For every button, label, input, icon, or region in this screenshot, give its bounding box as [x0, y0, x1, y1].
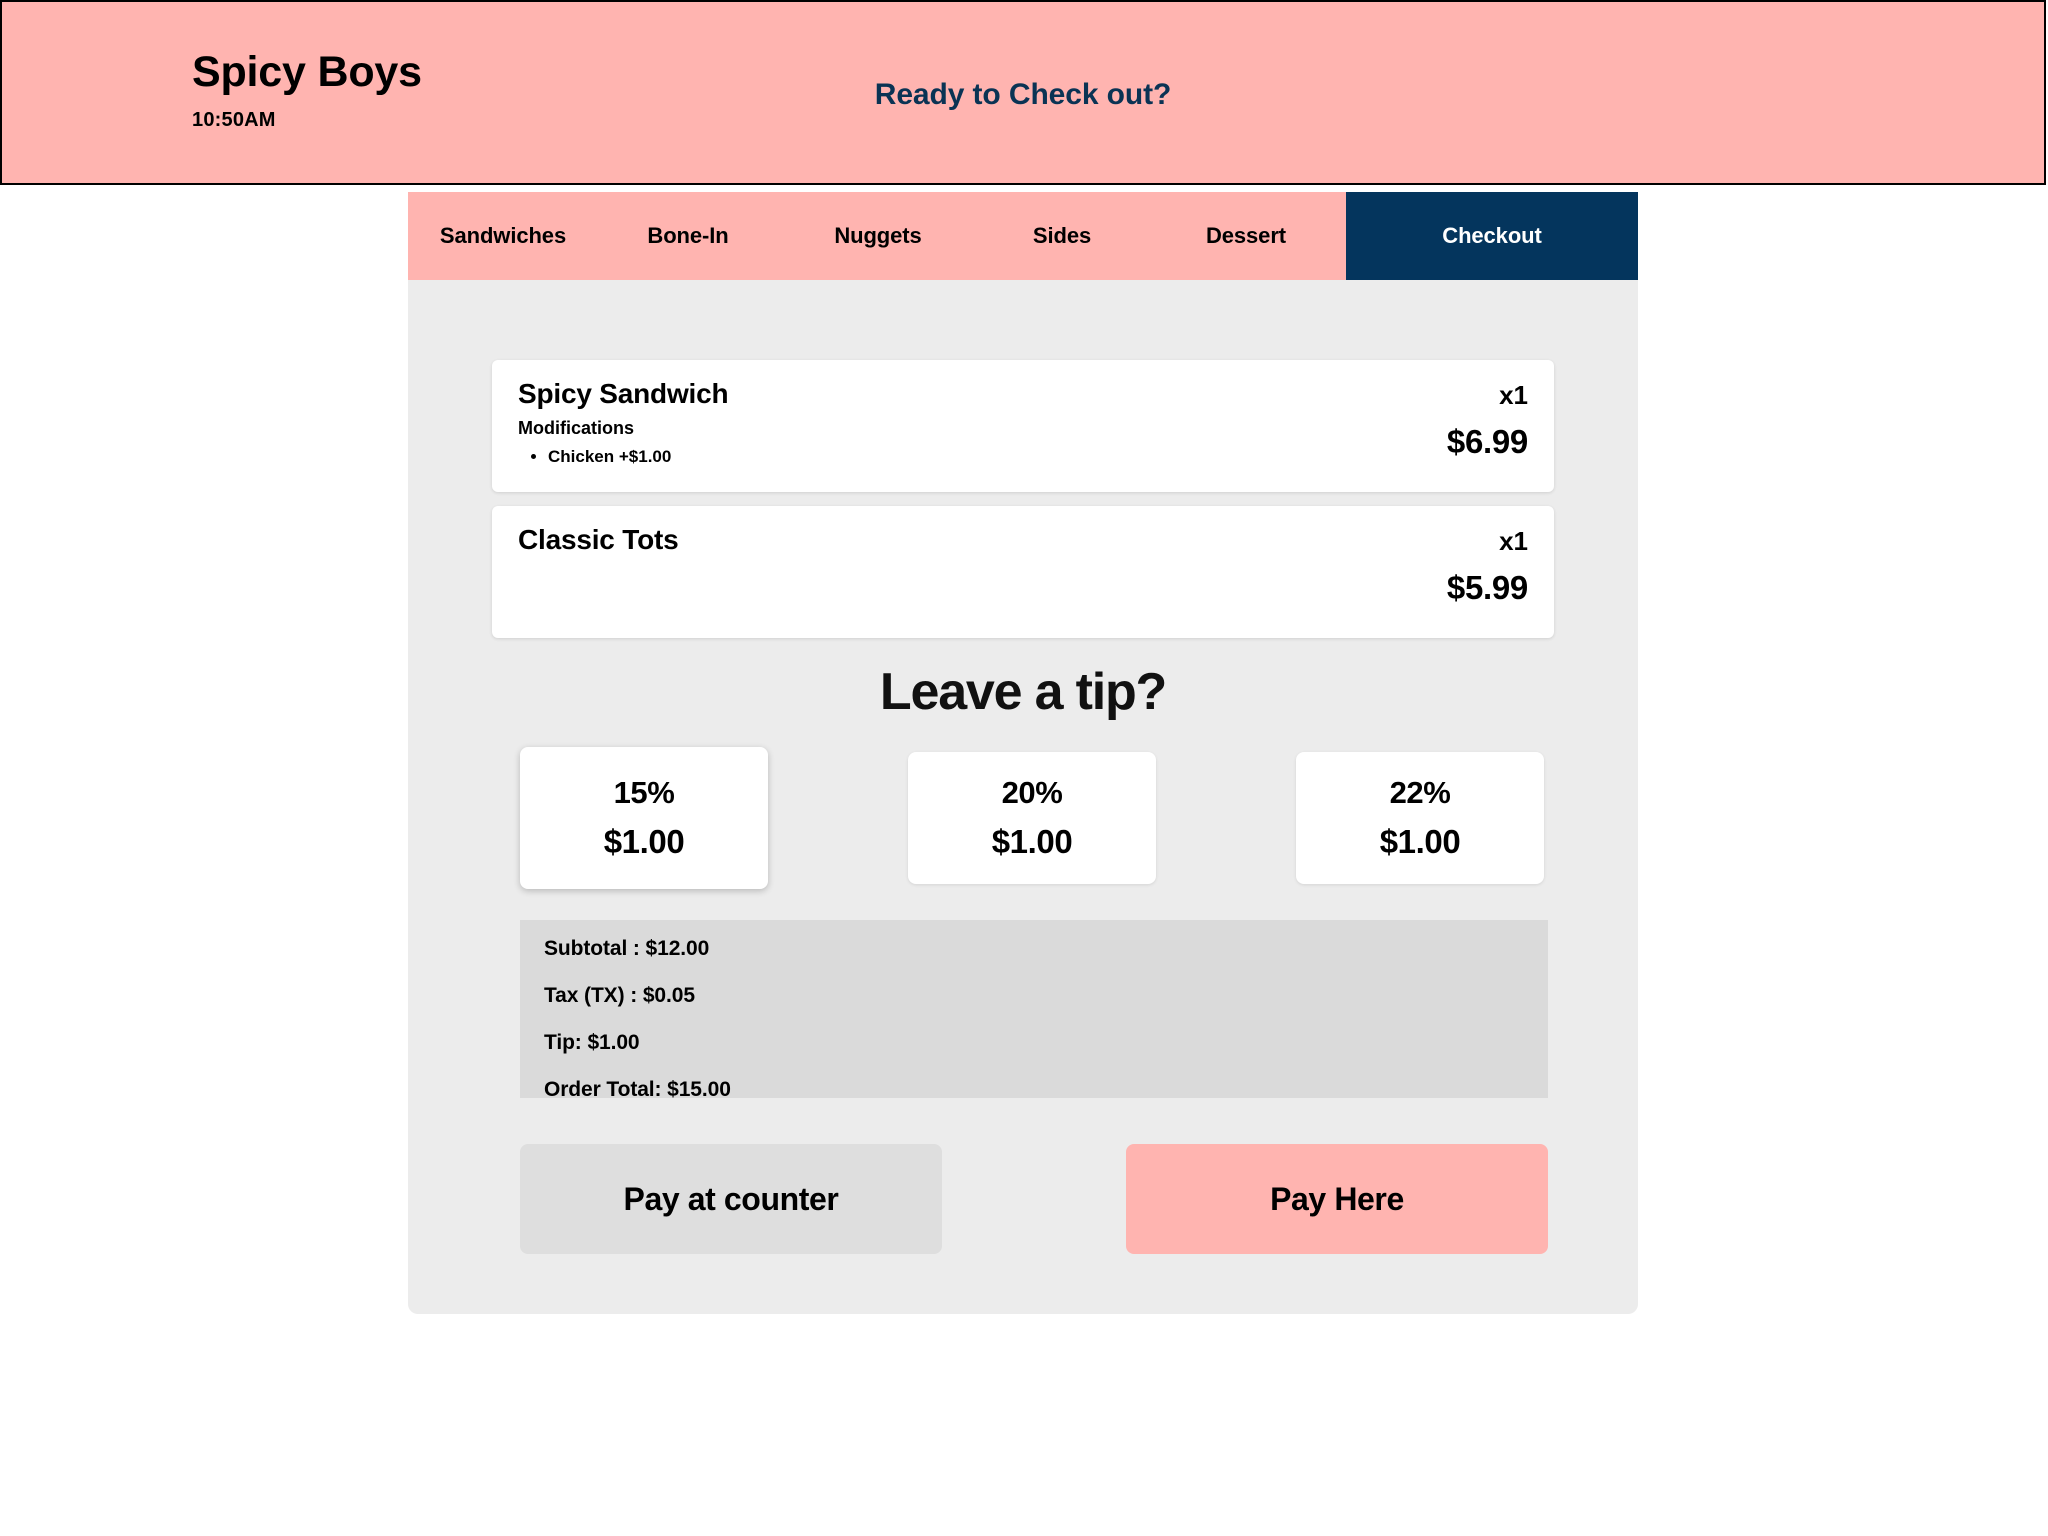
tab-sandwiches[interactable]: Sandwiches [408, 192, 598, 280]
header-prompt: Ready to Check out? [874, 78, 1172, 111]
order-item-mods-list: Chicken +$1.00 [518, 445, 1528, 469]
order-item-mod: Chicken +$1.00 [548, 445, 1528, 469]
pay-here-button[interactable]: Pay Here [1126, 1144, 1548, 1254]
tab-dessert[interactable]: Dessert [1146, 192, 1346, 280]
tab-checkout[interactable]: Checkout [1346, 192, 1638, 280]
order-item-quantity: x1 [1499, 380, 1528, 410]
order-item-price: $5.99 [1446, 569, 1528, 606]
tip-option-20[interactable]: 20% $1.00 [908, 752, 1156, 884]
tip-option-percent: 20% [1001, 775, 1063, 810]
brand-name: Spicy Boys [192, 48, 422, 96]
tip-heading: Leave a tip? [879, 663, 1167, 721]
kiosk-header-bar: Spicy Boys 10:50AM Ready to Check out? [0, 0, 2046, 185]
order-item-quantity: x1 [1499, 526, 1528, 556]
tip-option-amount: $1.00 [991, 823, 1073, 860]
summary-subtotal: Subtotal : $12.00 [544, 937, 710, 960]
kiosk-panel: Sandwiches Bone-In Nuggets Sides Dessert… [408, 192, 1638, 1314]
pay-at-counter-button[interactable]: Pay at counter [520, 1144, 942, 1254]
summary-tip: Tip: $1.00 [544, 1031, 640, 1054]
category-tab-strip: Sandwiches Bone-In Nuggets Sides Dessert… [408, 192, 1638, 280]
order-item-name: Classic Tots [518, 524, 679, 555]
order-item-name: Spicy Sandwich [518, 378, 729, 409]
order-item-row[interactable]: Spicy Sandwich Modifications Chicken +$1… [492, 360, 1554, 492]
order-item-right-column: x1 $6.99 [1447, 380, 1528, 461]
tab-nuggets[interactable]: Nuggets [778, 192, 978, 280]
order-item-row[interactable]: Classic Tots x1 $5.99 [492, 506, 1554, 638]
order-summary-box: Subtotal : $12.00 Tax (TX) : $0.05 Tip: … [520, 920, 1548, 1101]
tip-option-22[interactable]: 22% $1.00 [1296, 752, 1544, 884]
current-time: 10:50AM [192, 109, 276, 132]
tip-options-row: 15% $1.00 20% $1.00 22% $1.00 [520, 747, 1544, 889]
tip-option-amount: $1.00 [603, 823, 685, 860]
order-item-right-column: x1 $5.99 [1447, 526, 1528, 607]
tip-option-15[interactable]: 15% $1.00 [520, 747, 768, 889]
tip-option-percent: 15% [613, 775, 675, 810]
summary-tax: Tax (TX) : $0.05 [544, 984, 695, 1007]
order-item-list: Spicy Sandwich Modifications Chicken +$1… [492, 360, 1554, 652]
tip-option-amount: $1.00 [1379, 823, 1461, 860]
tip-option-percent: 22% [1389, 775, 1451, 810]
order-item-price: $6.99 [1446, 423, 1528, 460]
tab-sides[interactable]: Sides [978, 192, 1146, 280]
brand-block: Spicy Boys 10:50AM [192, 48, 422, 132]
order-item-mods-label: Modifications [518, 418, 634, 438]
checkout-actions-row: Pay at counter Pay Here [520, 1144, 1548, 1254]
summary-order-total: Order Total: $15.00 [544, 1078, 731, 1101]
tab-bone-in[interactable]: Bone-In [598, 192, 778, 280]
